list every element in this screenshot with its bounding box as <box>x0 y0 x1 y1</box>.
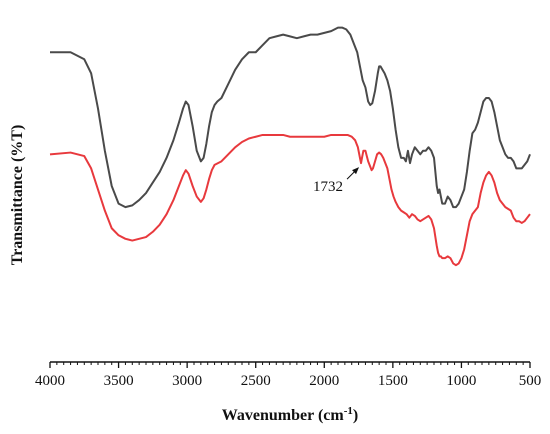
x-tick-label: 500 <box>519 373 542 389</box>
x-tick-labels: 4000 3500 3000 2500 2000 1500 1000 500 <box>35 373 541 389</box>
x-tick-label: 3000 <box>172 373 202 389</box>
x-tick-label: 4000 <box>35 373 65 389</box>
x-ticks <box>49 362 531 368</box>
annotation-layer: 1732 <box>313 167 360 195</box>
x-tick-label: 1000 <box>446 373 476 389</box>
x-tick-label: 2000 <box>309 373 339 389</box>
series-line-2 <box>49 133 531 267</box>
x-axis-title-main: Wavenumber (cm <box>222 407 345 424</box>
annotation-label: 1732 <box>313 179 343 195</box>
x-axis-title: Wavenumber (cm-1) <box>222 405 358 424</box>
annotation-arrowhead <box>352 167 360 175</box>
x-tick-label: 2500 <box>241 373 271 389</box>
x-tick-label: 3500 <box>104 373 134 389</box>
x-tick-label: 1500 <box>378 373 408 389</box>
x-axis-title-sup: -1 <box>344 405 353 417</box>
x-axis-title-close: ) <box>353 407 358 424</box>
series-line-1 <box>50 26 531 209</box>
y-axis-title: Transmittance (%T) <box>9 125 26 266</box>
series-layer <box>49 26 531 267</box>
